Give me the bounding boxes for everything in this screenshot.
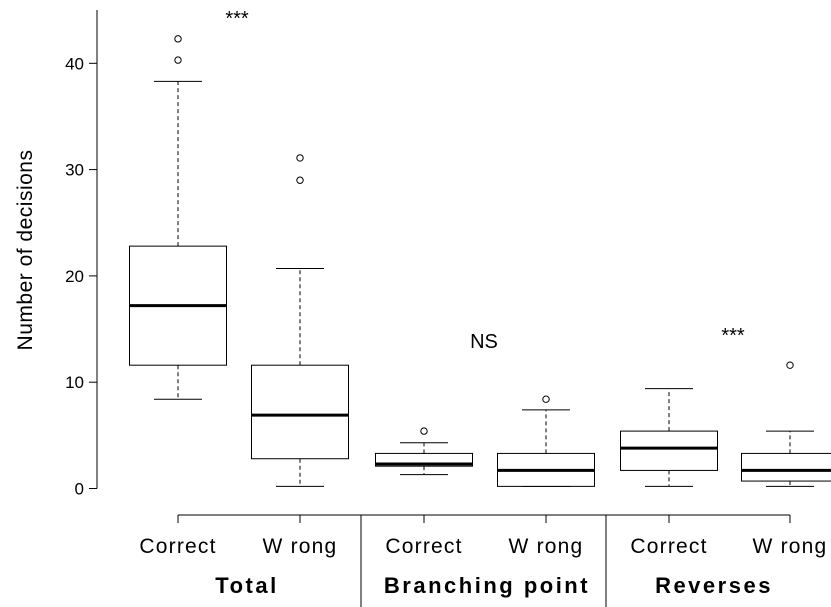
outlier-point	[174, 35, 182, 43]
boxes-layer	[129, 35, 831, 487]
outlier-point	[542, 395, 550, 403]
labels-layer: Correct W rong Correct W rong Correct W rong T…	[139, 8, 828, 598]
group-label: Reverses	[655, 573, 773, 598]
outlier-point	[296, 176, 304, 184]
outlier-point	[174, 56, 182, 64]
box-3	[497, 395, 595, 487]
y-tick-label: 40	[65, 54, 84, 73]
iqr-box	[620, 430, 718, 471]
y-tick-label: 0	[75, 480, 84, 499]
outlier-point	[786, 361, 794, 369]
box-5	[741, 361, 831, 487]
axes: 0 10 20 30 40 Number of decisions	[14, 10, 791, 607]
significance-annotation: ***	[721, 325, 745, 347]
outlier-point	[296, 154, 304, 162]
x-category-label: Correct	[385, 535, 462, 558]
x-category-label: W rong	[263, 535, 338, 558]
significance-annotation: NS	[470, 331, 498, 353]
box-2	[375, 427, 473, 476]
iqr-box	[741, 452, 831, 482]
box-4	[620, 388, 718, 487]
x-category-label: W rong	[753, 535, 828, 558]
x-category-label: Correct	[139, 535, 216, 558]
y-axis-label: Number of decisions	[14, 150, 37, 351]
box-0	[129, 35, 227, 400]
iqr-box	[251, 364, 349, 460]
significance-annotation: ***	[225, 8, 249, 30]
group-label: Branching point	[384, 573, 590, 598]
x-category-label: W rong	[509, 535, 584, 558]
group-label: Total	[215, 573, 278, 598]
x-category-label: Correct	[630, 535, 707, 558]
y-tick-label: 20	[65, 267, 84, 286]
y-tick-label: 10	[65, 373, 84, 392]
outlier-point	[420, 427, 428, 435]
box-1	[251, 154, 349, 487]
y-tick-label: 30	[65, 161, 84, 180]
